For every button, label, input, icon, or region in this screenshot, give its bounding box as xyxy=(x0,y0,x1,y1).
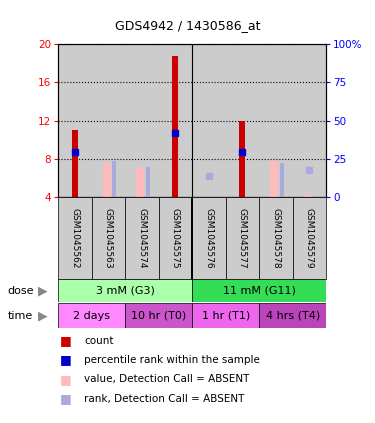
Text: GSM1045579: GSM1045579 xyxy=(305,208,314,268)
Text: ■: ■ xyxy=(60,393,72,405)
Bar xyxy=(304,195,312,197)
Bar xyxy=(259,303,326,328)
Text: GSM1045575: GSM1045575 xyxy=(171,208,180,268)
Text: ■: ■ xyxy=(60,334,72,347)
Text: 2 days: 2 days xyxy=(73,310,110,321)
Bar xyxy=(293,44,326,197)
Bar xyxy=(192,303,259,328)
Bar xyxy=(58,44,92,197)
Text: GSM1045578: GSM1045578 xyxy=(272,208,280,268)
Text: count: count xyxy=(84,335,114,346)
Text: GSM1045577: GSM1045577 xyxy=(238,208,247,268)
Bar xyxy=(125,303,192,328)
Bar xyxy=(240,121,246,197)
Text: GDS4942 / 1430586_at: GDS4942 / 1430586_at xyxy=(115,19,260,32)
Text: GSM1045574: GSM1045574 xyxy=(137,208,146,268)
Bar xyxy=(92,44,125,197)
Text: GSM1045563: GSM1045563 xyxy=(104,208,113,268)
Bar xyxy=(270,161,279,197)
Text: 11 mM (G11): 11 mM (G11) xyxy=(223,286,296,296)
Text: 1 hr (T1): 1 hr (T1) xyxy=(202,310,250,321)
Text: 3 mM (G3): 3 mM (G3) xyxy=(96,286,154,296)
Text: dose: dose xyxy=(8,286,34,296)
Bar xyxy=(146,167,150,197)
Text: percentile rank within the sample: percentile rank within the sample xyxy=(84,355,260,365)
Text: value, Detection Call = ABSENT: value, Detection Call = ABSENT xyxy=(84,374,250,385)
Text: GSM1045576: GSM1045576 xyxy=(204,208,213,268)
Bar xyxy=(136,168,144,197)
Bar xyxy=(192,44,226,197)
Text: rank, Detection Call = ABSENT: rank, Detection Call = ABSENT xyxy=(84,394,245,404)
Text: ▶: ▶ xyxy=(38,284,48,297)
Bar xyxy=(259,44,293,197)
Text: ■: ■ xyxy=(60,373,72,386)
Bar xyxy=(102,163,111,197)
Bar xyxy=(159,44,192,197)
Bar xyxy=(172,56,178,197)
Text: 10 hr (T0): 10 hr (T0) xyxy=(131,310,186,321)
Bar xyxy=(280,163,284,197)
Bar xyxy=(58,279,192,302)
Bar xyxy=(58,303,125,328)
Text: ■: ■ xyxy=(60,354,72,366)
Bar xyxy=(226,44,259,197)
Text: 4 hrs (T4): 4 hrs (T4) xyxy=(266,310,320,321)
Bar xyxy=(125,44,159,197)
Text: time: time xyxy=(8,310,33,321)
Bar xyxy=(192,279,326,302)
Text: ▶: ▶ xyxy=(38,309,48,322)
Bar xyxy=(112,162,116,197)
Bar xyxy=(72,130,78,197)
Text: GSM1045562: GSM1045562 xyxy=(70,208,80,268)
